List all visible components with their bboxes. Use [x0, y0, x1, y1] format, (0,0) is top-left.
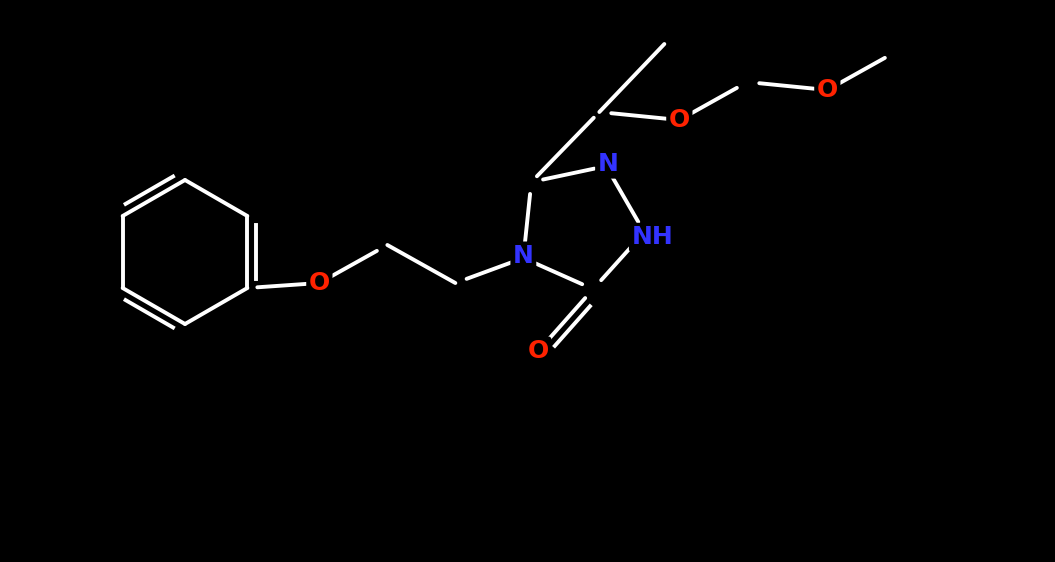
Text: O: O: [817, 78, 838, 102]
Text: O: O: [669, 108, 690, 132]
Text: N: N: [513, 244, 534, 268]
Text: O: O: [309, 271, 330, 295]
Text: NH: NH: [631, 225, 673, 250]
Text: N: N: [597, 152, 618, 176]
Text: O: O: [528, 339, 549, 363]
